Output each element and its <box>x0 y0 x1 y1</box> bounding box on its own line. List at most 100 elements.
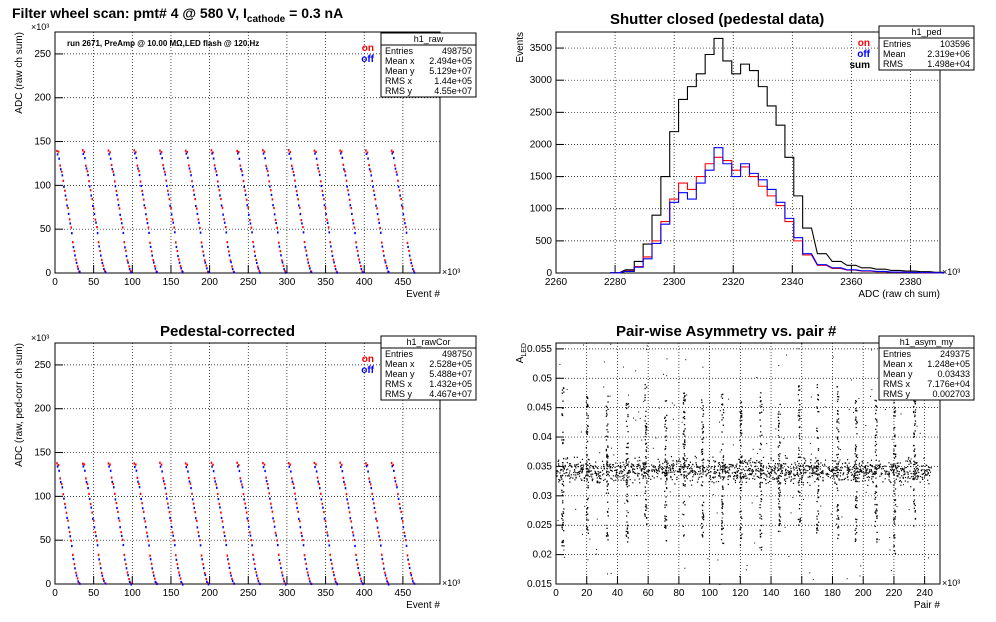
asymmetry-point <box>703 467 706 469</box>
pad4-asymmetry-points <box>556 343 932 585</box>
data-point-on <box>382 250 385 253</box>
asymmetry-point <box>565 472 567 474</box>
spike-point <box>721 511 723 514</box>
asymmetry-point <box>631 465 633 467</box>
data-point-off <box>120 222 123 225</box>
asymmetry-point <box>788 474 790 476</box>
asymmetry-point <box>578 473 581 475</box>
data-point-off <box>357 566 359 570</box>
data-point-off <box>77 580 79 583</box>
asymmetry-point <box>776 481 779 483</box>
asymmetry-point <box>801 479 803 481</box>
asymmetry-point <box>815 473 817 475</box>
asymmetry-point <box>623 464 625 466</box>
spike-point <box>563 508 565 510</box>
asymmetry-outlier-point <box>678 495 680 497</box>
spike-point <box>798 385 800 387</box>
asymmetry-point <box>678 458 680 460</box>
data-point-off <box>281 261 284 264</box>
asymmetry-point <box>909 470 911 472</box>
asymmetry-point <box>811 467 813 469</box>
asymmetry-point <box>813 465 815 467</box>
asymmetry-point <box>871 465 874 467</box>
asymmetry-point <box>900 481 903 483</box>
asymmetry-point <box>844 466 846 468</box>
spike-point <box>683 417 686 420</box>
asymmetry-point <box>866 476 868 479</box>
spike-point <box>740 412 742 415</box>
spike-point <box>914 403 916 405</box>
asymmetry-point <box>833 474 835 477</box>
asymmetry-point <box>748 470 751 472</box>
asymmetry-point <box>743 476 745 478</box>
stats-row-value: 2.319e+06 <box>927 49 970 59</box>
spike-point <box>626 472 628 474</box>
asymmetry-point <box>851 474 853 476</box>
data-point-off <box>225 543 228 547</box>
asymmetry-point <box>835 463 838 465</box>
asymmetry-point <box>698 470 700 473</box>
asymmetry-point <box>881 473 883 475</box>
stats-box-frame <box>380 32 477 98</box>
spike-point <box>585 447 587 449</box>
data-point-off <box>228 566 231 569</box>
asymmetry-point <box>917 475 920 477</box>
asymmetry-point <box>653 465 655 467</box>
data-point-off <box>330 558 332 562</box>
spike-point <box>778 423 780 425</box>
spike-point <box>587 529 589 531</box>
asymmetry-point <box>909 461 911 463</box>
spike-point <box>777 476 780 479</box>
spike-point <box>854 533 857 535</box>
asymmetry-point <box>822 480 824 482</box>
asymmetry-point <box>632 464 634 466</box>
data-point-off <box>378 221 380 225</box>
x-tick-label: 250 <box>240 588 257 599</box>
asymmetry-point <box>565 475 567 477</box>
data-point-on <box>56 462 58 465</box>
data-point-on <box>390 461 393 465</box>
asymmetry-outlier-point <box>638 411 640 413</box>
spike-point <box>683 392 685 395</box>
asymmetry-point <box>721 472 724 474</box>
spike-point <box>561 489 563 491</box>
x-tick-label: 140 <box>763 588 780 599</box>
asymmetry-point <box>836 466 838 469</box>
asymmetry-point <box>751 473 753 475</box>
spike-point <box>875 484 878 487</box>
asymmetry-point <box>724 463 726 466</box>
spike-point <box>645 457 647 459</box>
data-point-on <box>83 463 86 466</box>
spike-point <box>759 419 761 421</box>
asymmetry-point <box>731 466 733 468</box>
asymmetry-point <box>615 469 617 471</box>
asymmetry-point <box>736 463 738 465</box>
asymmetry-point <box>586 470 588 472</box>
spike-point <box>799 389 801 391</box>
data-point-off <box>174 231 176 234</box>
data-point-off <box>246 204 249 207</box>
data-point-on <box>59 477 61 480</box>
x-exponent-label: ×10³ <box>442 578 460 588</box>
spike-point <box>664 517 666 520</box>
spike-point <box>876 510 878 512</box>
asymmetry-point <box>673 471 675 473</box>
spike-point <box>778 436 781 438</box>
asymmetry-point <box>742 475 744 478</box>
asymmetry-point <box>865 470 867 472</box>
asymmetry-point <box>907 481 909 483</box>
asymmetry-point <box>907 473 909 476</box>
asymmetry-point <box>563 467 566 469</box>
spike-point <box>645 507 648 509</box>
asymmetry-point <box>614 466 616 468</box>
asymmetry-point <box>857 477 859 479</box>
data-point-off <box>296 193 298 197</box>
data-point-on <box>176 563 179 566</box>
spike-point <box>798 415 801 418</box>
asymmetry-point <box>924 469 926 472</box>
spike-point <box>562 515 564 517</box>
data-point-on <box>112 170 115 173</box>
asymmetry-point <box>579 470 581 473</box>
asymmetry-outlier-point <box>910 458 912 460</box>
stats-row-label: RMS y <box>883 389 911 399</box>
